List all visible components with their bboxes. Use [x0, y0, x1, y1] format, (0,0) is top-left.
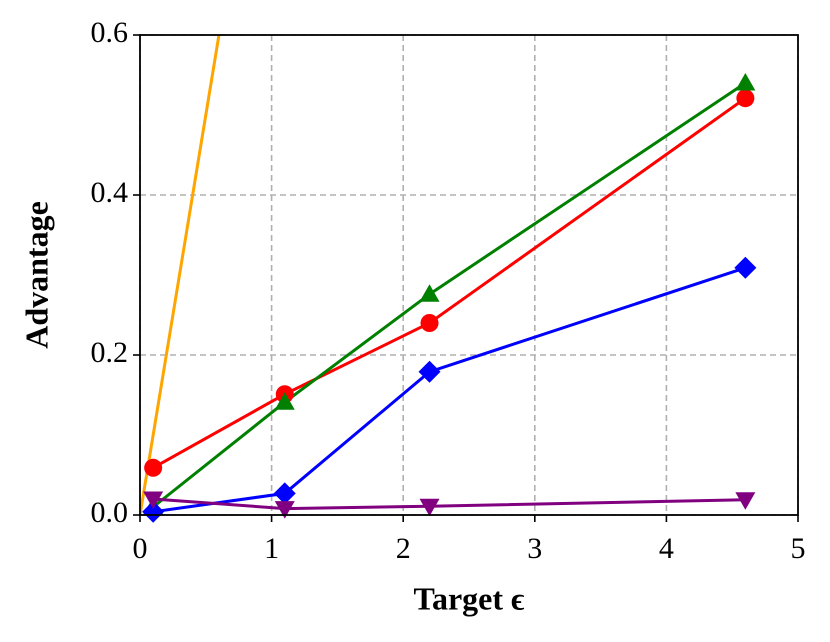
series-line [153, 497, 746, 511]
point [419, 284, 440, 302]
plot-frame [139, 34, 799, 516]
x-tick-label: 4 [659, 532, 674, 565]
y-tick-label: 0.0 [91, 496, 129, 529]
point [143, 491, 164, 509]
point [734, 256, 757, 279]
series-line [152, 81, 747, 509]
point [735, 492, 756, 510]
x-tick-label: 0 [133, 532, 148, 565]
y-axis-label: Advantage [18, 201, 54, 349]
x-tick-label: 3 [527, 532, 542, 565]
x-tick-label: 2 [396, 532, 411, 565]
x-tick-label: 5 [791, 532, 806, 565]
grid [139, 34, 799, 516]
series-line [152, 266, 746, 514]
point [274, 392, 295, 410]
y-tick-label: 0.4 [91, 176, 129, 209]
point [273, 482, 296, 505]
series-line [152, 96, 747, 470]
y-tick-label: 0.2 [91, 336, 129, 369]
series-line [140, 35, 221, 515]
point [419, 498, 440, 517]
point [418, 360, 441, 383]
point [142, 500, 165, 523]
plot-area [140, 35, 747, 515]
x-axis-label: Target ϵ [414, 580, 525, 616]
x-tick-label: 1 [264, 532, 279, 565]
y-tick-label: 0.6 [91, 16, 129, 49]
point [736, 89, 755, 108]
point [420, 314, 439, 332]
point [735, 73, 756, 91]
point [274, 501, 295, 519]
point [144, 458, 163, 477]
